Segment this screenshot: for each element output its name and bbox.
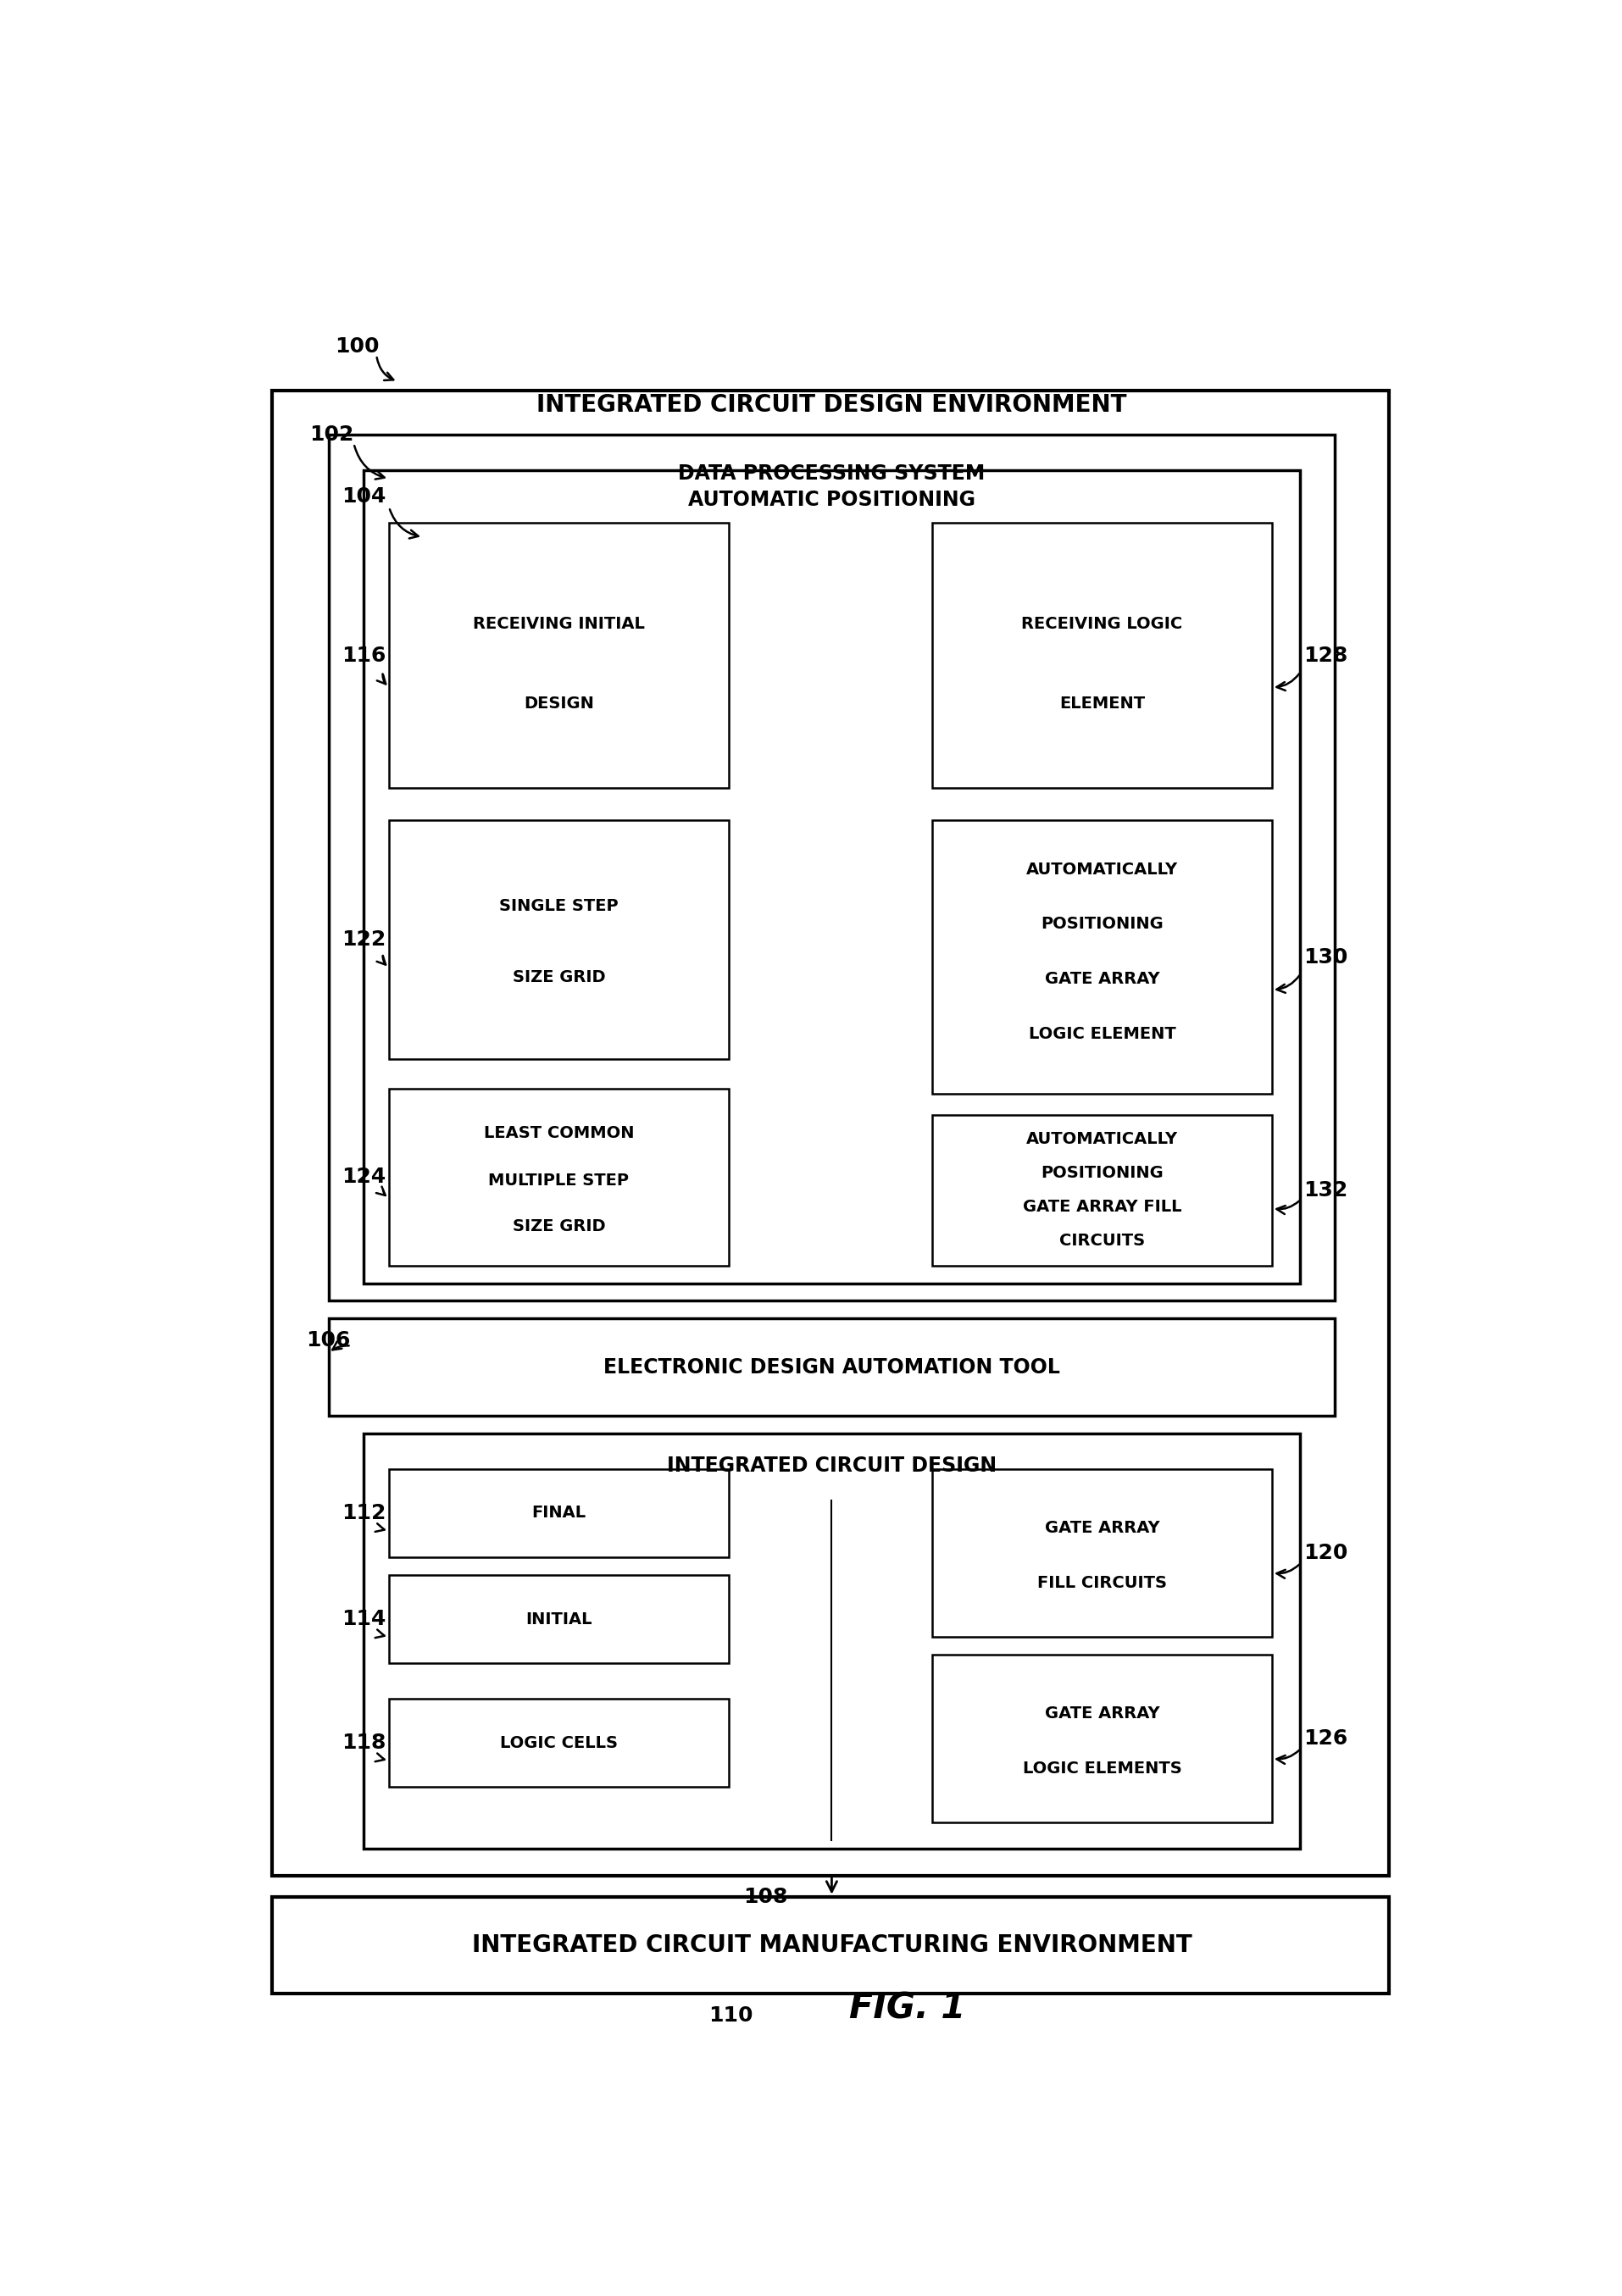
Text: 100: 100 (334, 335, 380, 356)
Bar (931, 523, 1272, 788)
Text: LOGIC CELLS: LOGIC CELLS (500, 1736, 618, 1752)
Bar (389, 1088, 728, 1265)
Bar (931, 1116, 1272, 1265)
Text: DATA PROCESSING SYSTEM: DATA PROCESSING SYSTEM (678, 464, 985, 484)
Text: INITIAL: INITIAL (526, 1612, 592, 1628)
Bar (931, 1469, 1272, 1637)
Text: GATE ARRAY: GATE ARRAY (1045, 971, 1160, 987)
Text: 106: 106 (307, 1329, 350, 1350)
Text: DESIGN: DESIGN (524, 696, 594, 712)
Text: 120: 120 (1302, 1543, 1346, 1564)
Text: MULTIPLE STEP: MULTIPLE STEP (488, 1173, 629, 1189)
Text: INTEGRATED CIRCUIT MANUFACTURING ENVIRONMENT: INTEGRATED CIRCUIT MANUFACTURING ENVIRON… (472, 1933, 1191, 1956)
Text: POSITIONING: POSITIONING (1040, 1164, 1163, 1180)
Text: ELECTRONIC DESIGN AUTOMATION TOOL: ELECTRONIC DESIGN AUTOMATION TOOL (603, 1357, 1059, 1378)
Text: FIG. 1: FIG. 1 (848, 1991, 965, 2025)
Text: ELEMENT: ELEMENT (1059, 696, 1145, 712)
Text: GATE ARRAY: GATE ARRAY (1045, 1520, 1160, 1536)
Bar (272, 1896, 1388, 1993)
Text: GATE ARRAY FILL: GATE ARRAY FILL (1022, 1199, 1181, 1215)
Text: 104: 104 (341, 487, 386, 507)
Text: RECEIVING INITIAL: RECEIVING INITIAL (472, 615, 644, 631)
Text: LOGIC ELEMENT: LOGIC ELEMENT (1028, 1026, 1174, 1042)
Text: SIZE GRID: SIZE GRID (513, 1219, 605, 1235)
Bar (389, 820, 728, 1058)
Bar (389, 523, 728, 788)
Bar (389, 1469, 728, 1557)
Bar (389, 1699, 728, 1786)
Text: FILL CIRCUITS: FILL CIRCUITS (1036, 1575, 1166, 1591)
Text: SIZE GRID: SIZE GRID (513, 969, 605, 985)
Text: INTEGRATED CIRCUIT DESIGN: INTEGRATED CIRCUIT DESIGN (667, 1456, 996, 1476)
Text: RECEIVING LOGIC: RECEIVING LOGIC (1020, 615, 1182, 631)
Text: 114: 114 (341, 1609, 386, 1630)
Text: 110: 110 (709, 2004, 753, 2025)
Text: 122: 122 (341, 930, 386, 951)
Text: GATE ARRAY: GATE ARRAY (1045, 1706, 1160, 1722)
Text: CIRCUITS: CIRCUITS (1059, 1233, 1145, 1249)
Text: FINAL: FINAL (532, 1504, 586, 1522)
Text: AUTOMATICALLY: AUTOMATICALLY (1025, 1132, 1178, 1148)
Text: LEAST COMMON: LEAST COMMON (483, 1125, 634, 1141)
Text: 130: 130 (1302, 946, 1346, 967)
Text: 124: 124 (341, 1166, 386, 1187)
Bar (328, 1318, 1335, 1417)
Text: POSITIONING: POSITIONING (1040, 916, 1163, 932)
Text: SINGLE STEP: SINGLE STEP (500, 898, 618, 914)
Text: 108: 108 (743, 1887, 788, 1908)
Bar (328, 434, 1335, 1302)
Bar (363, 471, 1299, 1283)
Bar (389, 1575, 728, 1662)
Bar (931, 820, 1272, 1095)
Text: 132: 132 (1302, 1180, 1346, 1201)
Text: 102: 102 (310, 425, 354, 445)
Text: 126: 126 (1302, 1729, 1346, 1750)
Text: 112: 112 (341, 1504, 386, 1522)
Text: LOGIC ELEMENTS: LOGIC ELEMENTS (1022, 1761, 1181, 1777)
Text: AUTOMATICALLY: AUTOMATICALLY (1025, 861, 1178, 877)
Bar (272, 390, 1388, 1876)
Text: INTEGRATED CIRCUIT DESIGN ENVIRONMENT: INTEGRATED CIRCUIT DESIGN ENVIRONMENT (537, 393, 1126, 416)
Text: 116: 116 (341, 645, 386, 666)
Bar (363, 1433, 1299, 1848)
Text: AUTOMATIC POSITIONING: AUTOMATIC POSITIONING (688, 489, 975, 510)
Text: 118: 118 (341, 1733, 386, 1754)
Text: 128: 128 (1302, 645, 1346, 666)
Bar (931, 1655, 1272, 1823)
